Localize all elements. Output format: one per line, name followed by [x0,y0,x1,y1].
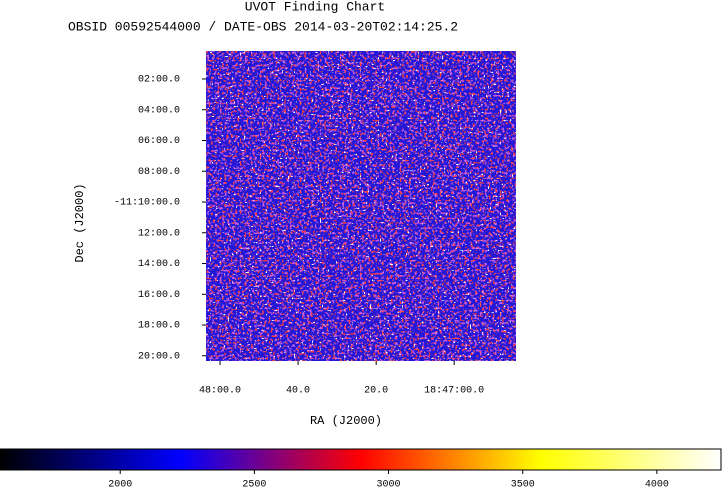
image-texture [206,51,516,361]
x-tick-label: 48:00.0 [199,386,241,397]
x-axis-label: RA (J2000) [310,414,382,428]
x-tick-label: 18:47:00.0 [424,386,484,397]
y-tick-label: 12:00.0 [138,228,180,239]
y-tick-label: 04:00.0 [138,105,180,116]
y-tick-label: 06:00.0 [138,136,180,147]
y-tick-label: 02:00.0 [138,75,180,86]
y-tick-label: -11:10:00.0 [114,198,180,209]
colorbar [0,448,722,471]
chart-subtitle: OBSID 00592544000 / DATE-OBS 2014-03-20T… [68,19,458,34]
y-tick-label: 16:00.0 [138,290,180,301]
y-tick-label: 08:00.0 [138,167,180,178]
x-tick-label: 40.0 [286,386,310,397]
chart-title: UVOT Finding Chart [245,0,385,14]
y-axis-label: Dec (J2000) [73,183,87,262]
colorbar-tick-label: 3000 [377,480,401,489]
y-tick-label: 18:00.0 [138,321,180,332]
colorbar-tick-label: 2500 [242,480,266,489]
colorbar-tick-label: 4000 [645,480,669,489]
colorbar-tick-label: 3500 [511,480,535,489]
colorbar-tick-label: 2000 [108,480,132,489]
y-tick-label: 14:00.0 [138,259,180,270]
x-tick-label: 20.0 [364,386,388,397]
y-tick-label: 20:00.0 [138,351,180,362]
